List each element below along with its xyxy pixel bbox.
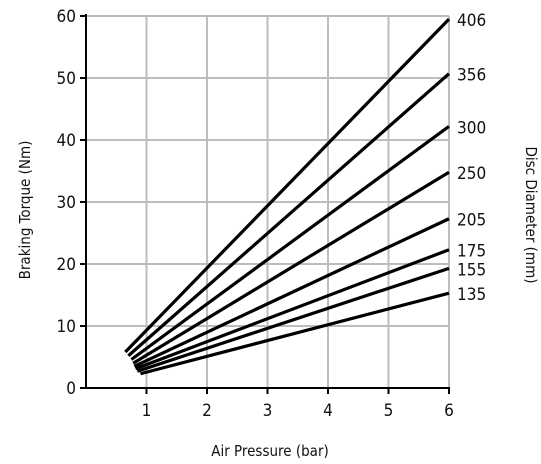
series-label-406: 406 bbox=[457, 11, 486, 31]
x-tick-label: 4 bbox=[323, 401, 333, 421]
y-tick-label: 50 bbox=[57, 69, 76, 89]
y2-axis-title: Disc Diameter (mm) bbox=[522, 147, 540, 284]
series-label-300: 300 bbox=[457, 118, 486, 138]
y-tick-label: 40 bbox=[57, 131, 76, 151]
x-tick-label: 6 bbox=[444, 401, 454, 421]
grid bbox=[86, 15, 450, 388]
series-lines bbox=[124, 17, 451, 376]
x-tick-label: 1 bbox=[142, 401, 152, 421]
series-label-250: 250 bbox=[457, 164, 486, 184]
y-tick-label: 20 bbox=[57, 255, 76, 275]
x-tick-label: 2 bbox=[202, 401, 212, 421]
series-label-205: 205 bbox=[457, 211, 486, 231]
series-label-155: 155 bbox=[457, 260, 486, 280]
series-label-356: 356 bbox=[457, 66, 486, 86]
tick-labels: 0 10 20 30 40 50 60 1 2 3 4 5 6 bbox=[57, 7, 454, 421]
series-line-356 bbox=[127, 72, 451, 357]
series-line-300 bbox=[130, 125, 450, 361]
y-tick-label: 0 bbox=[66, 379, 76, 399]
y-tick-label: 10 bbox=[57, 317, 76, 337]
series-line-155 bbox=[136, 266, 450, 373]
series-line-175 bbox=[135, 248, 450, 371]
y-tick-label: 60 bbox=[57, 7, 76, 27]
series-line-406 bbox=[124, 17, 451, 354]
x-axis-title: Air Pressure (bar) bbox=[211, 442, 329, 460]
y-tick-label: 30 bbox=[57, 193, 76, 213]
series-line-135 bbox=[140, 291, 450, 376]
series-line-250 bbox=[132, 170, 450, 365]
axes bbox=[80, 14, 450, 394]
y-axis-title: Braking Torque (Nm) bbox=[16, 141, 34, 280]
series-label-175: 175 bbox=[457, 242, 486, 262]
x-tick-label: 5 bbox=[384, 401, 394, 421]
series-label-135: 135 bbox=[457, 285, 486, 305]
x-tick-label: 3 bbox=[263, 401, 273, 421]
series-line-205 bbox=[133, 217, 450, 368]
